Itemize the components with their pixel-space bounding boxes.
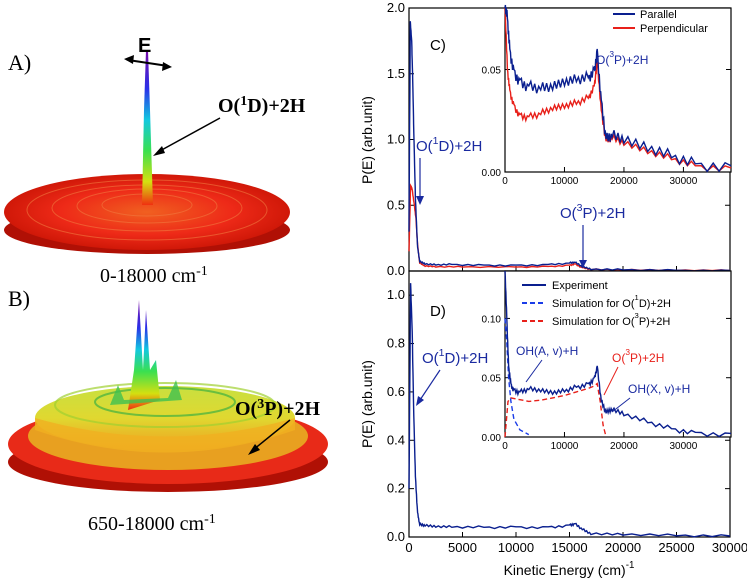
chart-c-annotation-o1d: O(1D)+2H (416, 135, 482, 155)
chart-d-inset-frame (504, 270, 732, 438)
chart-d-inset-ytick-label: 0.00 (482, 433, 502, 444)
chart-c-ytick-label: 0.5 (387, 197, 405, 212)
chart-c-panel-label: C) (430, 37, 446, 54)
chart-c-ytick-label: 1.0 (387, 132, 405, 147)
chart-d-inset-annotation-ohx-arrow (611, 397, 631, 413)
chart-c-inset-xtick-label: 10000 (551, 176, 579, 187)
chart-c-ytick-label: 0.0 (387, 263, 405, 278)
chart-d-ytick-label: 0.4 (387, 432, 405, 447)
panel-b-surface (8, 300, 328, 492)
panel-b-annotation-arrow (252, 419, 291, 451)
panel-b-label: B) (8, 286, 30, 311)
chart-c-ytick-label: 2.0 (387, 0, 405, 15)
chart-d-xtick-label: 5000 (448, 540, 477, 555)
chart-d-annotation-o1d: O(1D)+2H (422, 347, 488, 367)
chart-c-ytick-label: 1.5 (387, 66, 405, 81)
chart-c-annotation-o1d-arrowhead (416, 196, 424, 205)
chart-d-xtick-label: 10000 (498, 540, 534, 555)
chart-c-annotation-o3p: O(3P)+2H (560, 202, 625, 222)
chart-d-inset-ytick-label: 0.10 (482, 314, 502, 325)
chart-c: 0.0 0.5 1.0 1.5 2.0 P(E) (arb.unit) C) O(1D)+2H… (359, 0, 732, 278)
chart-d-inset-annotation-oha: OH(A, v)+H (516, 344, 578, 358)
chart-c-inset-ytick-label: 0.00 (482, 168, 502, 179)
panel-b-range: 650-18000 cm-1 (88, 512, 216, 535)
chart-d-panel-label: D) (430, 303, 446, 320)
chart-c-inset-xtick-label: 20000 (610, 176, 638, 187)
panel-a-annotation: O(1D)+2H (218, 94, 306, 117)
chart-c-inset-ytick-label: 0.05 (482, 66, 502, 77)
chart-d-legend-label: Simulation for O(1D)+2H (552, 293, 671, 310)
panel-a-range: 0-18000 cm-1 (100, 264, 208, 287)
panel-a-annotation-arrow (157, 117, 221, 153)
chart-c-inset-series-perpendicular (504, 7, 732, 172)
chart-d-inset-annotation-oha-arrow (525, 359, 543, 383)
chart-c-inset-xtick-label: 30000 (670, 176, 698, 187)
chart-d-ytick-label: 1.0 (387, 287, 405, 302)
panel-a-spike (142, 50, 153, 205)
chart-d-ytick-label: 0.0 (387, 529, 405, 544)
chart-c-series-parallel (408, 21, 731, 272)
chart-c-inset-bg (505, 8, 731, 172)
panel-b-annotation: O(3P)+2H (235, 397, 320, 420)
chart-c-annotation-o3p-arrowhead (579, 260, 587, 268)
chart-d-inset-annotation-ohx: OH(X, v)+H (628, 382, 690, 396)
chart-d-inset-xtick-label: 20000 (610, 441, 638, 452)
chart-d-inset-series-sim3p (504, 382, 607, 438)
chart-d-legend-label: Experiment (552, 280, 608, 292)
charts: 0.0 0.5 1.0 1.5 2.0 P(E) (arb.unit) C) O(1D)+2H… (359, 0, 747, 578)
chart-d-inset-annotation-o3p: O(3P)+2H (612, 347, 664, 365)
chart-d-legend-label: Simulation for O(3P)+2H (552, 311, 670, 328)
chart-d-xtick-label: 15000 (551, 540, 587, 555)
chart-d-xlabel: Kinetic Energy (cm)-1 (504, 560, 635, 578)
polarization-arrow (124, 55, 172, 71)
chart-d-ytick-label: 0.6 (387, 384, 405, 399)
chart-d-xtick-label: 20000 (605, 540, 641, 555)
chart-d-inset-annotation-o3p-arrow (603, 366, 619, 396)
chart-c-inset-xtick-label: 0 (502, 176, 508, 187)
chart-d-inset-xtick-label: 30000 (670, 441, 698, 452)
panel-a-surface (4, 50, 290, 254)
chart-d-ytick-label: 0.8 (387, 336, 405, 351)
chart-d-inset-xtick-label: 10000 (551, 441, 579, 452)
chart-c-ylabel: P(E) (arb.unit) (359, 96, 375, 184)
chart-d-inset-ytick-label: 0.05 (482, 374, 502, 385)
chart-c-legend-label: Parallel (640, 9, 677, 21)
left-illustrations: E A) O(1D)+2H 0-18000 cm-1 B) O(3P)+2H 6… (4, 35, 328, 535)
chart-c-inset-frame (504, 7, 732, 173)
chart-c-inset-annotation: O(3P)+2H (596, 49, 648, 67)
chart-c-legend-label: Perpendicular (640, 23, 708, 35)
chart-d-series-experiment (408, 283, 731, 538)
chart-d-inset-series-sim1d (504, 318, 530, 436)
chart-d-annotation-o1d-arrow (419, 369, 441, 401)
chart-d-xtick-label: 0 (405, 540, 412, 555)
chart-d-ytick-label: 0.2 (387, 481, 405, 496)
chart-d-xtick-label: 25000 (658, 540, 694, 555)
panel-a-label: A) (8, 50, 31, 75)
chart-d-annotation-o1d-arrowhead (416, 396, 424, 406)
chart-c-inset-series-parallel (504, 4, 732, 173)
chart-d: 0.0 0.2 0.4 0.6 0.8 1.0 0 5000 10000 15000 20000 25… (359, 270, 747, 578)
polarization-label: E (138, 35, 151, 57)
chart-d-ylabel: P(E) (arb.unit) (359, 360, 375, 448)
chart-d-xtick-label: 30000 (712, 540, 747, 555)
chart-d-inset-series-experiment (504, 270, 732, 438)
panel-b-spikes (128, 300, 160, 410)
chart-d-inset: 0.000.050.100 10000 20000 30000ExperimentSi… (482, 270, 732, 452)
chart-d-inset-xtick-label: 0 (502, 441, 508, 452)
chart-c-series-perpendicular (408, 183, 731, 272)
chart-c-inset: 0.00 0.05 0 10000 20000 30000 Parallel Perpendi… (482, 4, 732, 187)
